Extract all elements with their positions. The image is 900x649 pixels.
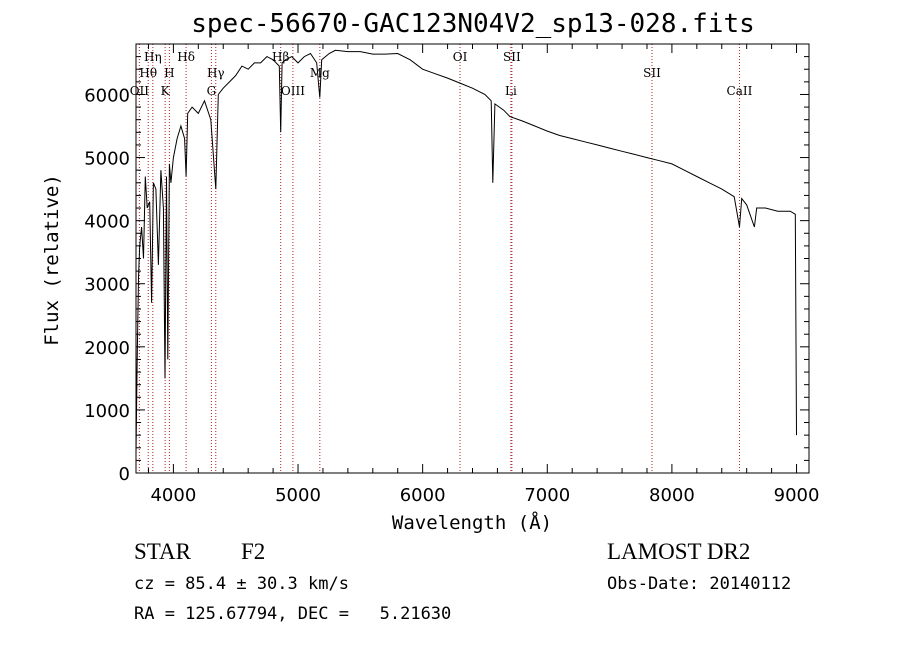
data-release: LAMOST DR2 xyxy=(607,539,751,564)
spectral-line-label: Hγ xyxy=(207,66,225,80)
x-axis-label: Wavelength (Å) xyxy=(392,511,552,534)
spectral-line-label: K xyxy=(161,84,171,98)
y-tick-label: 1000 xyxy=(84,401,130,422)
spectral-line-label: CaII xyxy=(727,84,753,98)
redshift-velocity: cz = 85.4 ± 30.3 km/s xyxy=(134,574,349,594)
spectral-line-label: Hθ xyxy=(139,66,157,80)
spectral-line-label: H xyxy=(164,66,174,80)
spectral-line-label: SII xyxy=(503,50,521,64)
spectral-line-label: SII xyxy=(643,66,661,80)
x-tick-label: 4000 xyxy=(150,485,196,506)
chart-title: spec-56670-GAC123N04V2_sp13-028.fits xyxy=(191,9,755,39)
spectral-line-label: G xyxy=(207,84,217,98)
y-tick-label: 3000 xyxy=(84,275,130,296)
spectral-line-label: Hδ xyxy=(177,50,195,64)
y-tick-label: 0 xyxy=(119,464,130,485)
x-tick-label: 5000 xyxy=(275,485,321,506)
x-tick-label: 8000 xyxy=(649,485,695,506)
spectral-line-label: Hη xyxy=(144,50,162,64)
coordinates: RA = 125.67794, DEC = 5.21630 xyxy=(134,604,452,624)
y-tick-label: 6000 xyxy=(84,85,130,106)
spectral-line-label: OII xyxy=(130,84,150,98)
spectral-line-label: Mg xyxy=(310,66,330,80)
y-tick-label: 2000 xyxy=(84,338,130,359)
object-class: STAR xyxy=(134,539,191,564)
x-tick-label: 9000 xyxy=(774,485,820,506)
spectral-line-label: OI xyxy=(453,50,468,64)
x-tick-label: 6000 xyxy=(400,485,446,506)
x-tick-label: 7000 xyxy=(524,485,570,506)
axis-ticks: 4000 5000 6000 7000 8000 9000 0 1000 2000 3000 400… xyxy=(84,43,820,506)
object-subclass: F2 xyxy=(241,539,266,564)
spectral-line-label: Li xyxy=(505,84,517,98)
spectrum-line xyxy=(135,49,797,455)
spectral-line-label: OIII xyxy=(281,84,305,98)
y-axis-label: Flux (relative) xyxy=(41,174,63,346)
observation-date: Obs-Date: 20140112 xyxy=(607,574,792,594)
y-tick-label: 4000 xyxy=(84,212,130,233)
y-tick-label: 5000 xyxy=(84,149,130,170)
plot-frame xyxy=(135,43,810,474)
